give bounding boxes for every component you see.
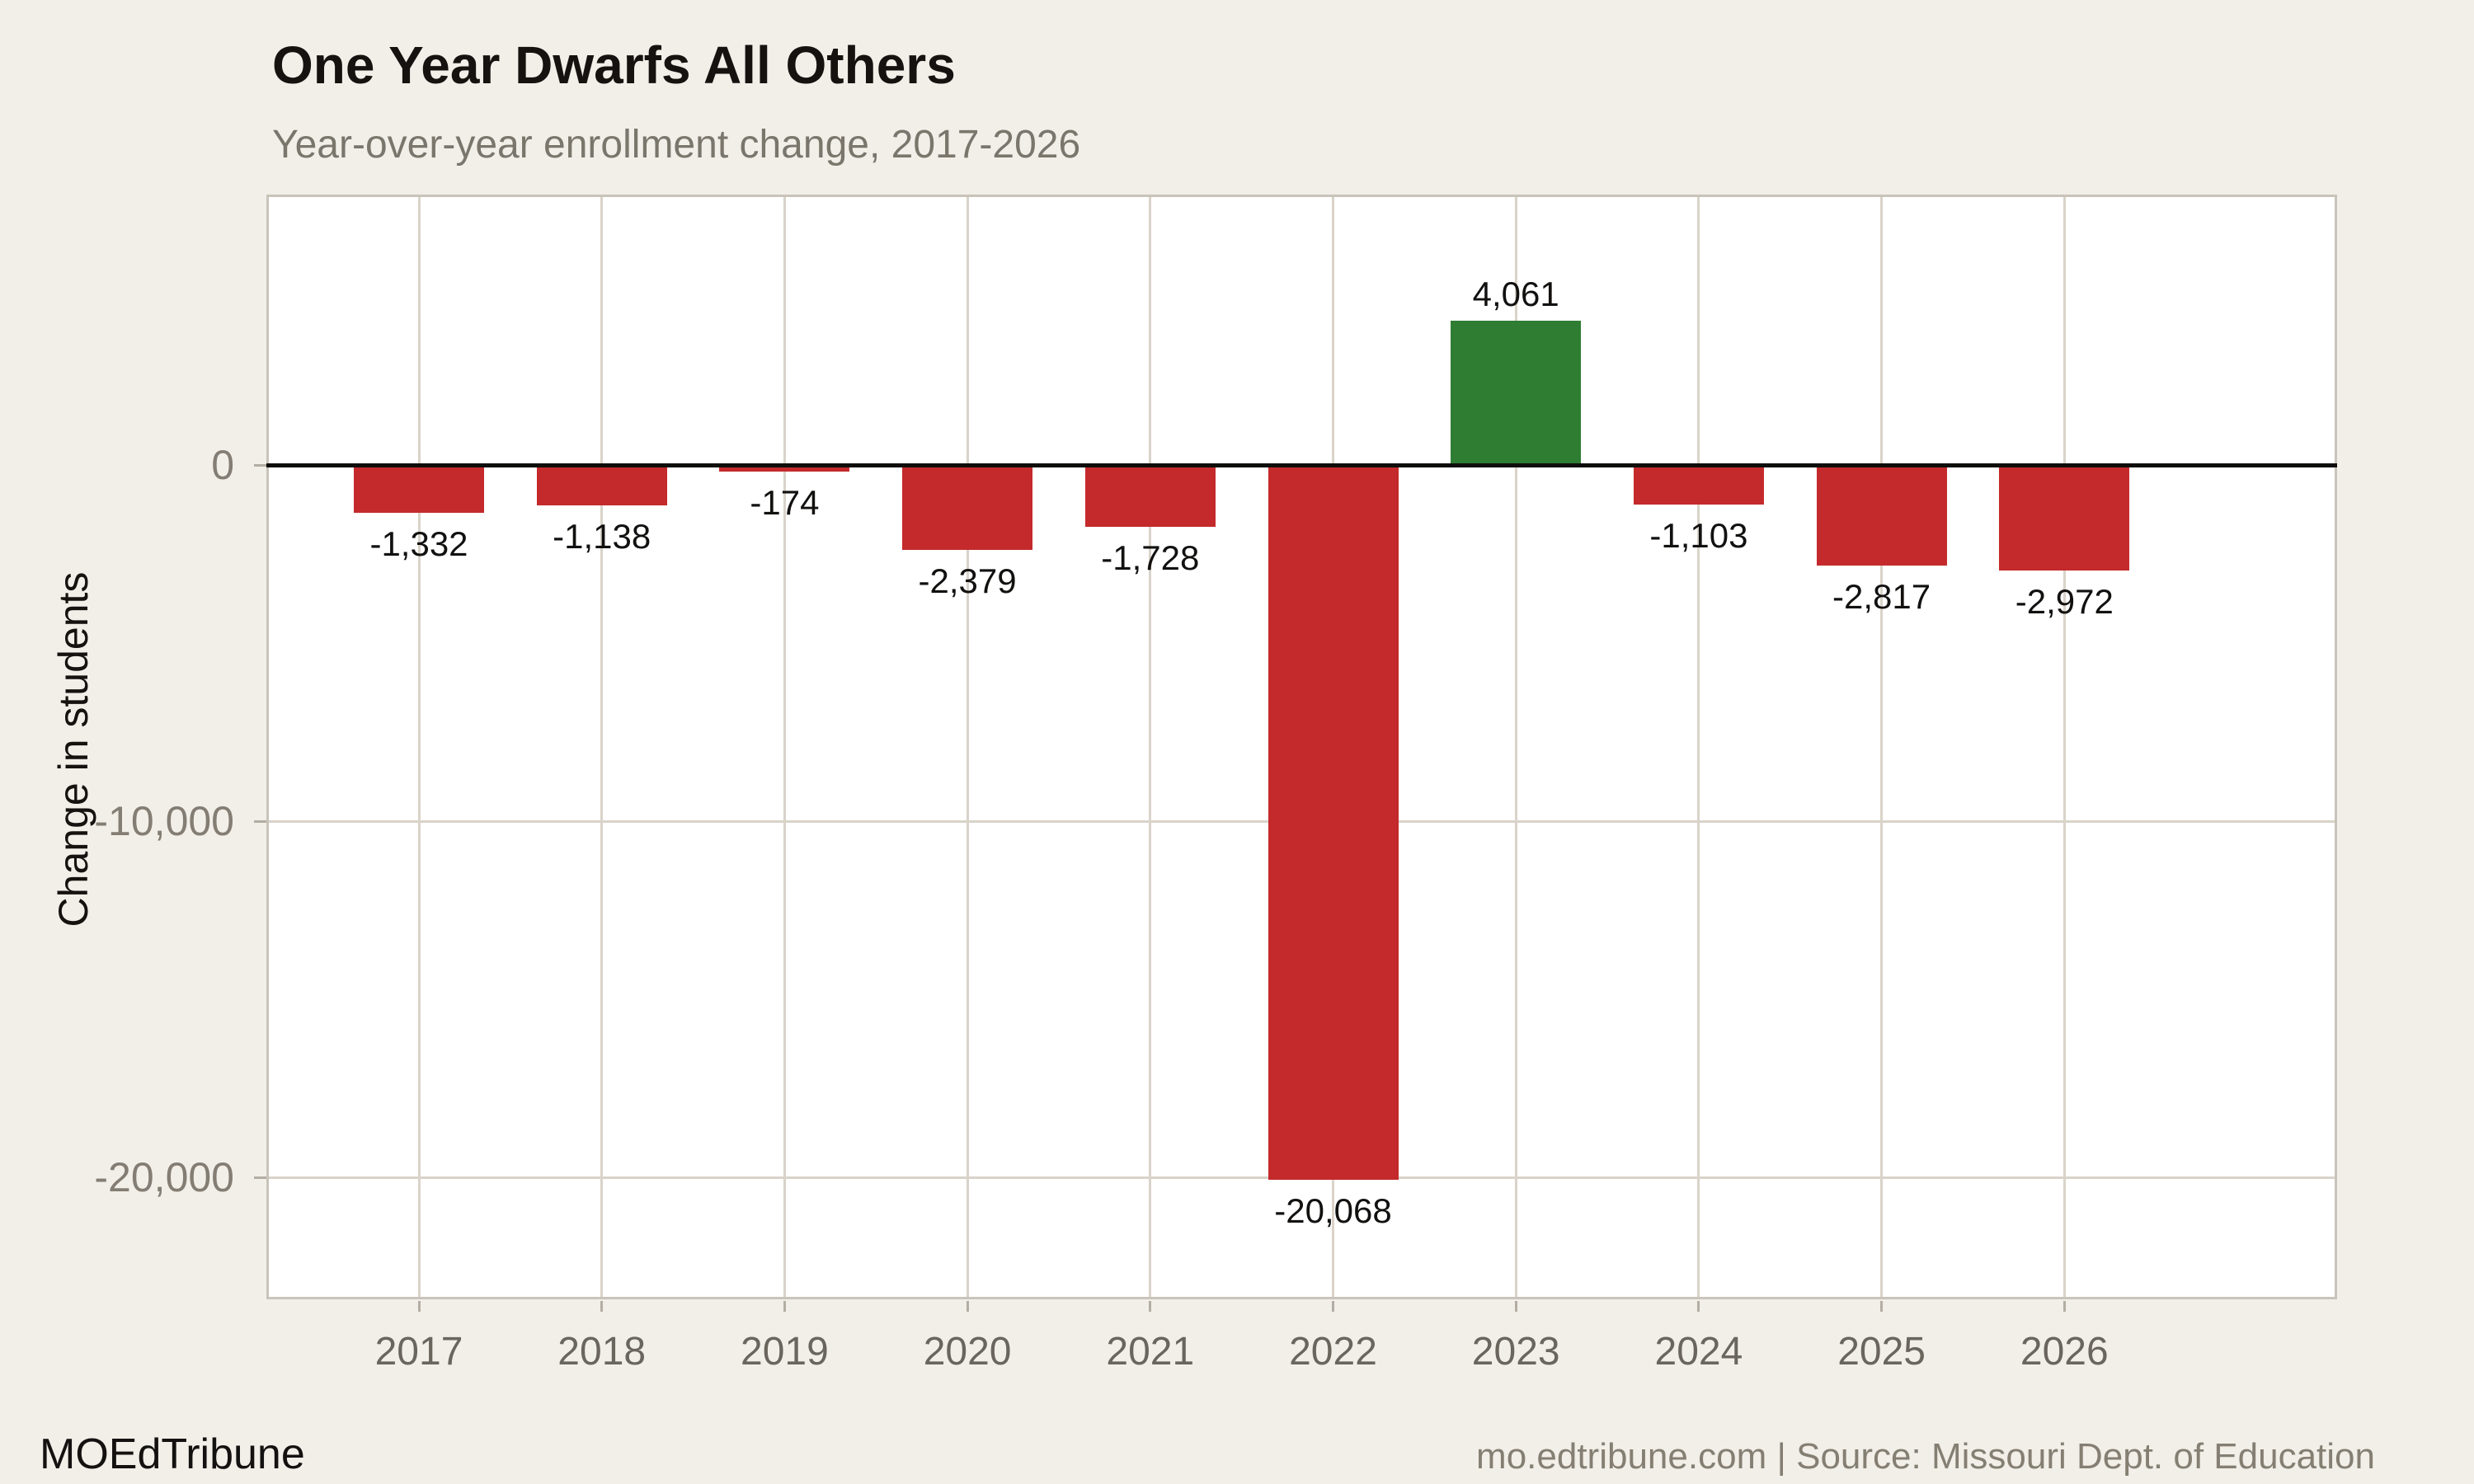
gridline-vertical-2025 — [1880, 197, 1884, 1297]
bar-2023 — [1451, 320, 1582, 465]
bar-2022 — [1268, 465, 1399, 1180]
bar-value-label-2022: -20,068 — [1274, 1190, 1392, 1230]
x-tick-2026 — [2062, 1301, 2066, 1312]
gridline-vertical-2023 — [1514, 197, 1517, 1297]
bar-2024 — [1633, 465, 1764, 505]
gridline-vertical-2019 — [783, 197, 786, 1297]
y-tick-label-0: 0 — [211, 442, 234, 488]
x-tick-label-2018: 2018 — [557, 1330, 647, 1374]
bar-2026 — [1999, 465, 2130, 571]
footer-source: mo.edtribune.com | Source: Missouri Dept… — [1476, 1436, 2375, 1477]
bar-value-label-2026: -2,972 — [2015, 582, 2114, 622]
x-tick-label-2023: 2023 — [1471, 1330, 1560, 1374]
x-tick-label-2026: 2026 — [2020, 1330, 2109, 1374]
y-tick--20000 — [254, 1176, 266, 1179]
bar-2017 — [354, 465, 484, 513]
bar-2021 — [1084, 465, 1216, 527]
x-tick-2020 — [966, 1301, 969, 1312]
x-tick-2017 — [417, 1301, 421, 1312]
zero-axis-line — [266, 463, 2337, 467]
gridline-vertical-2017 — [417, 197, 421, 1297]
x-tick-2025 — [1880, 1301, 1884, 1312]
x-tick-2018 — [600, 1301, 604, 1312]
bar-value-label-2017: -1,332 — [369, 524, 468, 563]
y-tick-0 — [254, 463, 266, 467]
chart-title: One Year Dwarfs All Others — [272, 35, 956, 95]
x-tick-label-2020: 2020 — [923, 1330, 1012, 1374]
x-tick-label-2024: 2024 — [1654, 1330, 1743, 1374]
gridline-vertical-2018 — [600, 197, 604, 1297]
bar-2020 — [902, 465, 1033, 550]
x-tick-2024 — [1697, 1301, 1700, 1312]
chart-subtitle: Year-over-year enrollment change, 2017-2… — [272, 123, 1081, 167]
x-tick-2019 — [783, 1301, 786, 1312]
y-tick-label--10000: -10,000 — [94, 798, 234, 844]
bar-2025 — [1816, 465, 1947, 566]
gridline-vertical-2021 — [1149, 197, 1152, 1297]
bar-value-label-2023: 4,061 — [1472, 274, 1559, 313]
bar-2018 — [536, 465, 667, 506]
y-tick-label--20000: -20,000 — [94, 1154, 234, 1200]
bar-value-label-2020: -2,379 — [918, 561, 1017, 600]
y-axis-title: Change in students — [50, 571, 96, 928]
bar-value-label-2024: -1,103 — [1649, 515, 1748, 555]
x-tick-label-2025: 2025 — [1837, 1330, 1926, 1374]
gridline-vertical-2020 — [966, 197, 969, 1297]
x-tick-2023 — [1514, 1301, 1517, 1312]
bar-value-label-2025: -2,817 — [1832, 576, 1931, 616]
x-tick-2021 — [1149, 1301, 1152, 1312]
bar-value-label-2018: -1,138 — [553, 517, 651, 556]
bar-2019 — [719, 465, 850, 472]
bar-value-label-2021: -1,728 — [1101, 538, 1200, 577]
gridline-vertical-2026 — [2062, 197, 2066, 1297]
footer-brand: MOEdTribune — [40, 1430, 305, 1478]
x-tick-label-2021: 2021 — [1106, 1330, 1195, 1374]
x-tick-2022 — [1332, 1301, 1334, 1312]
x-tick-label-2017: 2017 — [374, 1330, 463, 1374]
x-tick-label-2022: 2022 — [1289, 1330, 1377, 1374]
bar-value-label-2019: -174 — [750, 482, 820, 522]
gridline-vertical-2024 — [1697, 197, 1700, 1297]
x-tick-label-2019: 2019 — [741, 1330, 829, 1374]
y-tick--10000 — [254, 819, 266, 823]
